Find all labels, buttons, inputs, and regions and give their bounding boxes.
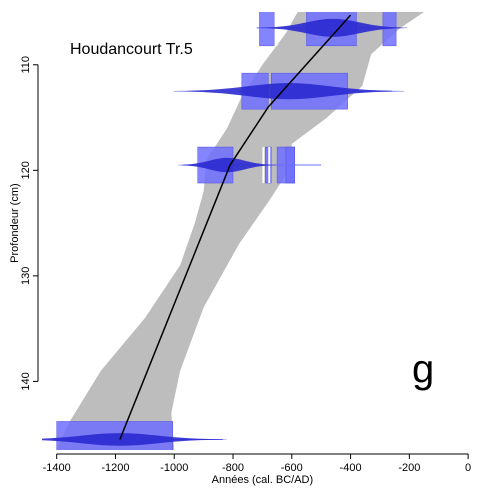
radiocarbon-dates-layer xyxy=(42,12,407,450)
date-4 xyxy=(42,421,227,450)
x-tick-label: -600 xyxy=(281,462,303,474)
panel-letter: g xyxy=(412,347,434,391)
x-tick-label: -1400 xyxy=(43,462,71,474)
x-tick-label: -400 xyxy=(340,462,362,474)
y-axis-ticks: 110 120 130 140 xyxy=(20,56,38,391)
confidence-envelope-layer xyxy=(56,12,425,450)
confidence-envelope xyxy=(56,12,425,450)
y-tick-label: 140 xyxy=(20,372,32,390)
date-3 xyxy=(177,146,322,184)
x-axis-ticks: -1400 -1200 -1000 -800 -600 -400 -200 0 xyxy=(43,454,471,474)
y-tick-label: 110 xyxy=(20,56,32,74)
y-axis-title: Profondeur (cm) xyxy=(9,183,21,262)
plot-area xyxy=(42,12,425,450)
x-tick-label: 0 xyxy=(465,462,471,474)
date-3-density xyxy=(177,157,277,173)
axes: -1400 -1200 -1000 -800 -600 -400 -200 0 1101201… xyxy=(20,56,471,474)
date-2 xyxy=(173,72,405,110)
date-1-gap-1 xyxy=(275,12,278,46)
y-tick-label: 130 xyxy=(20,267,32,285)
date-2-density xyxy=(173,83,405,100)
x-tick-label: -800 xyxy=(222,462,244,474)
model-line-layer xyxy=(119,14,352,440)
x-tick-label: -1000 xyxy=(160,462,188,474)
site-label: Houdancourt Tr.5 xyxy=(70,41,193,58)
date-1 xyxy=(256,12,407,47)
age-depth-model-line xyxy=(119,14,352,440)
x-tick-label: -200 xyxy=(398,462,420,474)
x-axis-title: Années (cal. BC/AD) xyxy=(212,474,313,486)
date-4-density xyxy=(42,433,227,446)
date-1-density xyxy=(258,18,407,37)
x-tick-label: -1200 xyxy=(101,462,129,474)
y-tick-label: 120 xyxy=(20,161,32,179)
